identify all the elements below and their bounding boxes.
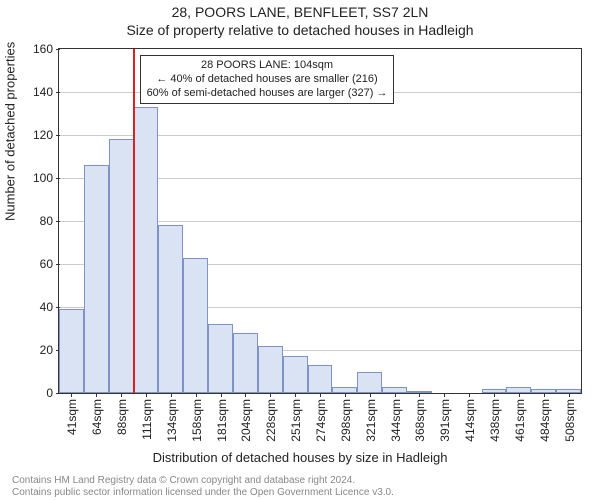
plot-area: 02040608010012014016041sqm64sqm88sqm111s… xyxy=(58,48,582,394)
x-tick-mark xyxy=(395,393,396,397)
x-tick-mark xyxy=(270,393,271,397)
histogram-bar xyxy=(208,324,233,393)
x-tick-label: 344sqm xyxy=(389,399,403,442)
x-tick-label: 111sqm xyxy=(140,399,154,440)
x-tick-mark xyxy=(544,393,545,397)
credit-line: Contains public sector information licen… xyxy=(12,487,394,499)
x-tick-mark xyxy=(370,393,371,397)
x-tick-mark xyxy=(345,393,346,397)
y-tick-label: 100 xyxy=(33,171,53,185)
x-tick-mark xyxy=(444,393,445,397)
y-tick-label: 120 xyxy=(33,128,53,142)
x-tick-label: 508sqm xyxy=(563,399,577,442)
x-tick-label: 414sqm xyxy=(463,399,477,442)
x-tick-label: 321sqm xyxy=(364,399,378,442)
x-tick-mark xyxy=(121,393,122,397)
annotation-line: ← 40% of detached houses are smaller (21… xyxy=(147,73,388,87)
x-tick-mark xyxy=(171,393,172,397)
x-tick-label: 461sqm xyxy=(513,399,527,442)
x-tick-label: 158sqm xyxy=(190,399,204,442)
x-axis-label: Distribution of detached houses by size … xyxy=(0,450,600,465)
chart-title-subtitle: Size of property relative to detached ho… xyxy=(0,22,600,38)
y-tick-label: 20 xyxy=(40,343,53,357)
x-tick-mark xyxy=(494,393,495,397)
y-tick-label: 0 xyxy=(46,386,53,400)
figure: 28, POORS LANE, BENFLEET, SS7 2LN Size o… xyxy=(0,0,600,500)
x-tick-mark xyxy=(320,393,321,397)
x-tick-label: 181sqm xyxy=(215,399,229,442)
x-tick-mark xyxy=(419,393,420,397)
histogram-bar xyxy=(233,333,258,393)
annotation-line: 28 POORS LANE: 104sqm xyxy=(147,59,388,73)
chart-title-address: 28, POORS LANE, BENFLEET, SS7 2LN xyxy=(0,4,600,20)
x-tick-label: 438sqm xyxy=(488,399,502,442)
credit-text: Contains HM Land Registry data © Crown c… xyxy=(12,475,394,498)
x-tick-label: 484sqm xyxy=(538,399,552,442)
x-tick-mark xyxy=(245,393,246,397)
credit-line: Contains HM Land Registry data © Crown c… xyxy=(12,475,394,487)
x-tick-label: 391sqm xyxy=(438,399,452,442)
x-tick-label: 134sqm xyxy=(165,399,179,442)
histogram-bar xyxy=(258,346,283,393)
histogram-bar xyxy=(357,372,382,394)
x-tick-label: 298sqm xyxy=(339,399,353,442)
y-tick-label: 140 xyxy=(33,85,53,99)
x-tick-label: 228sqm xyxy=(264,399,278,442)
y-axis-label: Number of detached properties xyxy=(3,42,18,221)
x-tick-mark xyxy=(221,393,222,397)
x-tick-mark xyxy=(469,393,470,397)
x-tick-mark xyxy=(519,393,520,397)
histogram-bar xyxy=(59,309,84,393)
annotation-line: 60% of semi-detached houses are larger (… xyxy=(147,87,388,101)
x-tick-mark xyxy=(146,393,147,397)
x-tick-label: 41sqm xyxy=(65,399,79,435)
x-tick-label: 274sqm xyxy=(314,399,328,442)
x-tick-label: 64sqm xyxy=(90,399,104,435)
histogram-bar xyxy=(183,258,208,393)
x-tick-mark xyxy=(96,393,97,397)
y-tick-label: 60 xyxy=(40,257,53,271)
x-tick-mark xyxy=(569,393,570,397)
histogram-bar xyxy=(134,107,159,393)
x-tick-mark xyxy=(295,393,296,397)
y-tick-label: 40 xyxy=(40,300,53,314)
histogram-bar xyxy=(109,139,134,393)
x-tick-mark xyxy=(71,393,72,397)
histogram-bar xyxy=(158,225,183,393)
annotation-box: 28 POORS LANE: 104sqm← 40% of detached h… xyxy=(140,55,395,104)
histogram-bar xyxy=(283,356,308,393)
x-tick-label: 251sqm xyxy=(289,399,303,442)
x-tick-label: 88sqm xyxy=(115,399,129,435)
histogram-bar xyxy=(84,165,109,393)
y-tick-label: 160 xyxy=(33,42,53,56)
x-tick-label: 368sqm xyxy=(413,399,427,442)
y-tick-label: 80 xyxy=(40,214,53,228)
x-tick-mark xyxy=(196,393,197,397)
reference-line xyxy=(133,49,135,393)
x-tick-label: 204sqm xyxy=(239,399,253,442)
histogram-bar xyxy=(308,365,333,393)
